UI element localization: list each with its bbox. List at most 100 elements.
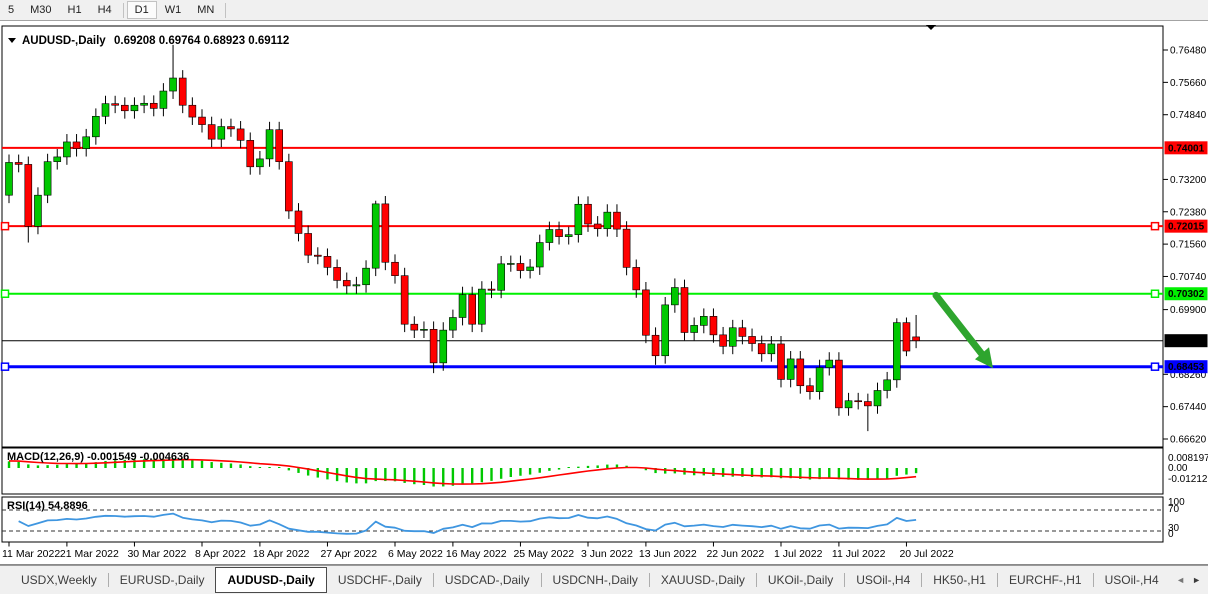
date-tick-label: 8 Apr 2022	[195, 548, 246, 560]
svg-text:0.00: 0.00	[1168, 463, 1188, 474]
tab-usdcnh-daily[interactable]: USDCNH-,Daily	[552, 573, 638, 587]
price-badge-0.68453	[1164, 360, 1208, 374]
tab-eurchf-h1[interactable]: EURCHF-,H1	[1008, 573, 1082, 587]
tab-separator	[648, 573, 650, 587]
tab-audusd-daily[interactable]: AUDUSD-,Daily	[215, 567, 327, 593]
rsi-pane[interactable]	[1, 496, 1164, 543]
tab-separator	[996, 573, 998, 587]
svg-text:0.008197: 0.008197	[1168, 453, 1208, 464]
date-tick-label: 27 Apr 2022	[320, 548, 377, 560]
tab-xauusd-daily[interactable]: XAUUSD-,Daily	[660, 573, 745, 587]
tab-usdcad-daily[interactable]: USDCAD-,Daily	[444, 573, 530, 587]
svg-text:0.74001: 0.74001	[1168, 143, 1205, 154]
svg-text:0.68453: 0.68453	[1168, 362, 1205, 373]
level-handle-icon	[0, 362, 10, 371]
svg-text:0.70302: 0.70302	[1168, 289, 1205, 300]
level-handle-icon	[1150, 362, 1160, 371]
level-handle-icon	[1150, 289, 1160, 298]
timeframe-button-5[interactable]: 5	[8, 4, 15, 16]
timeframe-button-m30[interactable]: M30	[30, 4, 52, 16]
toolbar-separator	[225, 2, 227, 18]
tab-separator	[844, 573, 846, 587]
macd-label: MACD(12,26,9) -0.001549 -0.004636	[7, 451, 189, 463]
date-tick-label: 20 Jul 2022	[899, 548, 953, 560]
price-tick-label: 0.73200	[1170, 175, 1207, 186]
price-tick-label: 0.69900	[1170, 305, 1207, 316]
date-tick-label: 22 Jun 2022	[706, 548, 764, 560]
tab-separator	[540, 573, 542, 587]
svg-text:0.69112: 0.69112	[1168, 336, 1204, 347]
candles-layer	[5, 44, 920, 432]
date-tick-label: 30 Mar 2022	[127, 548, 186, 560]
tab-usdchf-daily[interactable]: USDCHF-,Daily	[337, 573, 422, 587]
price-badge-0.72015	[1164, 219, 1208, 233]
svg-text:30: 30	[1168, 523, 1180, 534]
toolbar-separator	[122, 2, 124, 18]
rsi-line	[18, 512, 917, 535]
svg-text:100: 100	[1168, 497, 1185, 508]
price-tick-label: 0.67440	[1170, 402, 1207, 413]
date-tick-label: 1 Jul 2022	[774, 548, 823, 560]
macd-signal-line	[8, 458, 917, 485]
date-tick-label: 25 May 2022	[513, 548, 574, 560]
tab-eurusd-daily[interactable]: EURUSD-,Daily	[119, 573, 205, 587]
tab-scroll-arrows: ◄ ►	[1176, 575, 1208, 585]
price-tick-label: 0.68260	[1170, 370, 1207, 381]
svg-text:0.72015: 0.72015	[1168, 222, 1205, 233]
date-tick-label: 13 Jun 2022	[639, 548, 697, 560]
svg-text:70: 70	[1168, 504, 1180, 515]
price-tick-label: 0.66620	[1170, 435, 1207, 446]
date-tick-label: 16 May 2022	[446, 548, 507, 560]
rsi-label: RSI(14) 54.8896	[7, 500, 88, 512]
date-tick-label: 11 Jul 2022	[832, 548, 886, 560]
price-badge-0.69112	[1164, 334, 1208, 348]
price-tick-label: 0.72380	[1170, 207, 1207, 218]
tab-usdx-weekly[interactable]: USDX,Weekly	[21, 573, 97, 587]
date-tick-label: 18 Apr 2022	[253, 548, 310, 560]
date-axis[interactable]: 11 Mar 2022 21 Mar 2022 30 Mar 2022 8 Apr 2…	[2, 542, 954, 561]
tab-separator	[755, 573, 757, 587]
chart-title-symbol: AUDUSD-,Daily	[22, 35, 106, 47]
trend-arrow-annotation	[932, 291, 993, 369]
timeframe-button-h1[interactable]: H1	[67, 4, 82, 16]
timeframe-button-h4[interactable]: H4	[97, 4, 112, 16]
symbol-tabbar: USDX,Weekly EURUSD-,Daily AUDUSD-,Daily USD…	[0, 565, 1208, 594]
tab-usoil-h4[interactable]: USOil-,H4	[1104, 573, 1159, 587]
price-tick-label: 0.74840	[1170, 110, 1207, 121]
svg-text:0: 0	[1168, 529, 1174, 540]
level-handle-icon	[0, 289, 10, 298]
tab-usoil-h4[interactable]: USOil-,H4	[856, 573, 911, 587]
timeframe-button-w1[interactable]: W1	[164, 4, 182, 16]
tab-separator	[432, 573, 434, 587]
tab-separator	[1092, 573, 1094, 587]
tab-hk50-h1[interactable]: HK50-,H1	[933, 573, 986, 587]
title-dropdown-icon[interactable]	[8, 38, 16, 43]
price-badge-0.70302	[1164, 287, 1208, 301]
level-handle-icon	[0, 221, 10, 231]
price-badge-0.74001	[1164, 141, 1208, 155]
tab-separator	[107, 573, 109, 587]
price-tick-label: 0.70740	[1170, 272, 1207, 283]
tabs-scroll-right-icon[interactable]: ►	[1192, 575, 1201, 585]
timeframe-button-d1[interactable]: D1	[126, 1, 157, 19]
tabs-scroll-left-icon[interactable]: ◄	[1176, 575, 1186, 585]
price-tick-label: 0.75660	[1170, 78, 1207, 89]
tab-ukoil-daily[interactable]: UKOil-,Daily	[767, 573, 834, 587]
price-tick-label: 0.76480	[1170, 46, 1207, 57]
date-tick-label: 3 Jun 2022	[581, 548, 633, 560]
level-handle-icon	[1150, 221, 1160, 231]
chart-title-ohlc: 0.69208 0.69764 0.68923 0.69112	[114, 35, 289, 47]
date-tick-label: 11 Mar 2022	[2, 548, 60, 560]
main-price-pane[interactable]	[1, 25, 1164, 448]
timeframe-button-mn[interactable]: MN	[197, 4, 215, 16]
price-axis[interactable]: 0.76480 0.75660 0.74840 0.73200 0.72380 0.715…	[1163, 46, 1208, 446]
tab-separator	[921, 573, 923, 587]
chart-shift-marker-icon	[926, 25, 936, 30]
date-tick-label: 21 Mar 2022	[60, 548, 119, 560]
price-tick-label: 0.71560	[1170, 240, 1207, 251]
timeframe-toolbar: 5 M30 H1 H4 D1 W1 MN	[0, 0, 1208, 21]
